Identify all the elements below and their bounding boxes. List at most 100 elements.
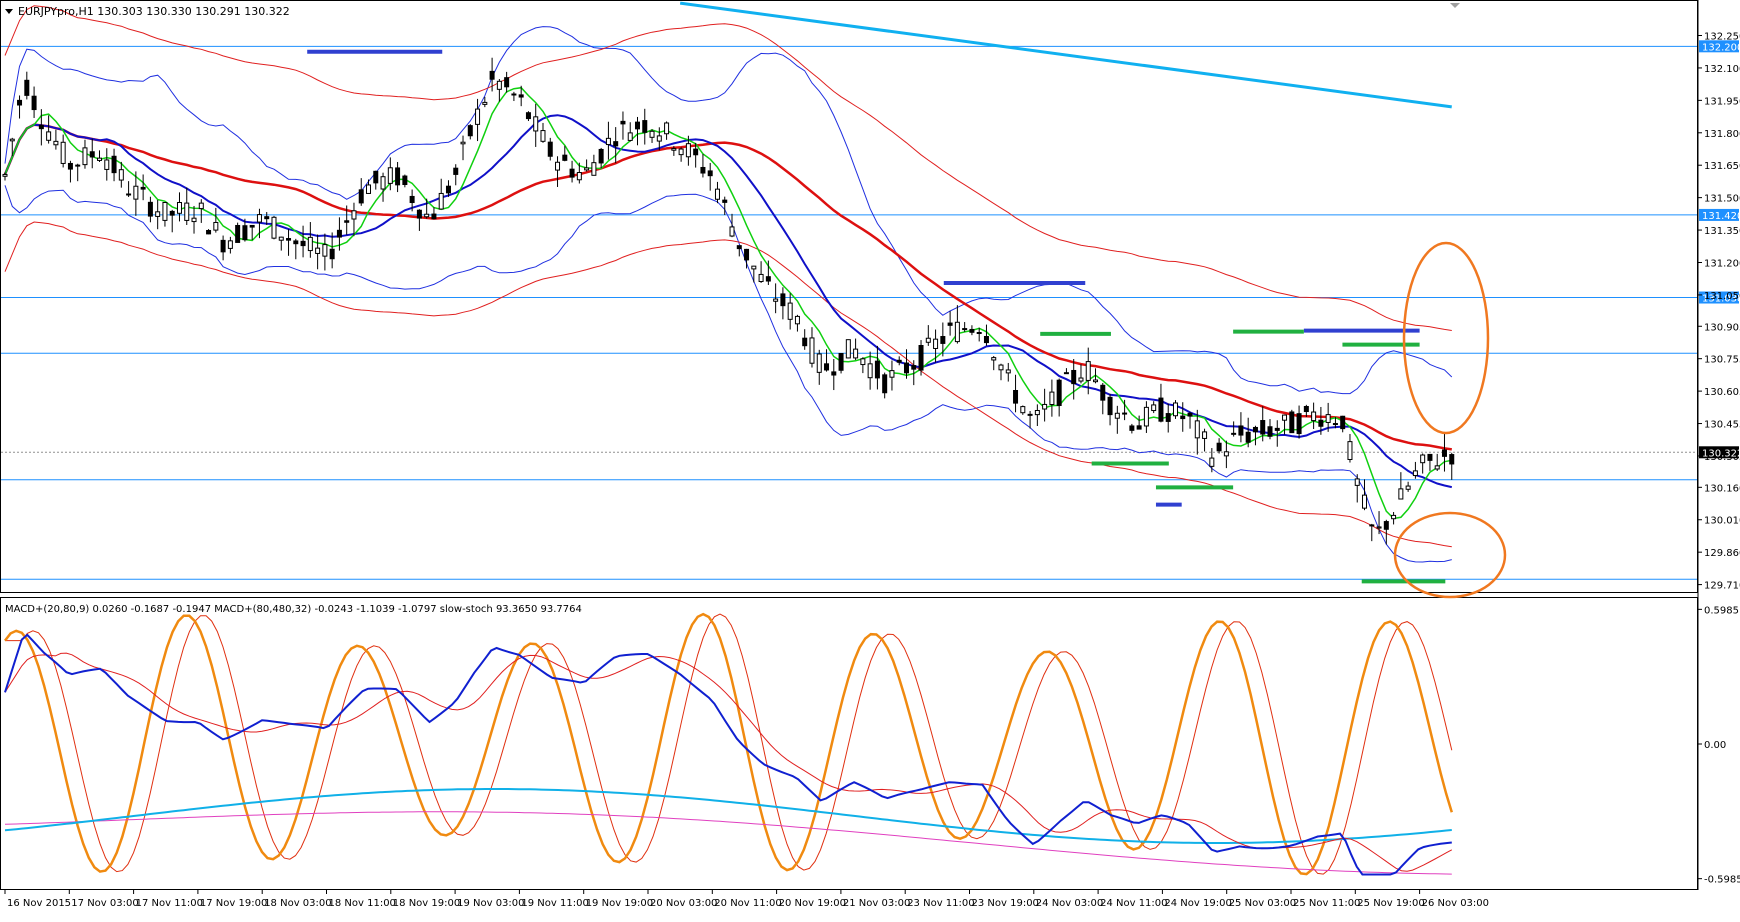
candle-body [555,161,561,171]
candle-body [256,214,262,223]
candle-body [467,125,473,137]
time-tick-label: 21 Nov 03:00 [843,898,910,909]
level-price-tag [1699,40,1739,53]
candle-body [714,188,720,200]
candle-body [1158,397,1164,422]
candle-body [533,116,539,132]
candle-body [1056,379,1062,406]
candle-body [300,240,306,247]
price-tick-label: 130.160 [1704,483,1740,494]
highlight-ellipse-upper [1402,241,1490,435]
candle-body [1114,412,1120,419]
stoch-signal [5,613,1453,875]
shift-marker-icon[interactable] [1450,3,1460,8]
candle-body [46,131,52,141]
candle-body [147,201,153,217]
candle-body [1122,412,1128,415]
time-tick-label: 19 Nov 11:00 [521,898,588,909]
price-tick-label: 132.250 [1704,32,1740,43]
candle-body [293,240,299,245]
candle-body [104,159,110,170]
price-tick-label: 131.350 [1704,226,1740,237]
candle-body [82,147,88,166]
candle-body [1107,396,1113,416]
candle-body [126,193,132,196]
candle-body [1412,470,1418,477]
candle-body [60,141,66,164]
candle-body [1034,409,1040,416]
dropdown-arrow-icon[interactable] [5,9,13,14]
envelope-lower [4,221,1452,548]
candle-body [176,202,182,214]
candle-body [1303,405,1309,413]
candle-body [1376,526,1382,529]
macd-fast-line [4,633,1452,876]
candle-body [1013,389,1019,404]
candle-body [264,216,270,220]
candle-body [460,141,466,145]
candle-body [1383,521,1389,530]
candle-body [1180,415,1186,420]
candle-body [1420,454,1426,464]
candle-body [853,348,859,359]
candle-body [816,353,822,373]
time-tick-label: 24 Nov 11:00 [1100,898,1167,909]
candle-body [1049,391,1055,405]
candle-body [1441,449,1447,457]
candle-body [409,195,415,204]
time-tick-label: 17 Nov 11:00 [136,898,203,909]
candle-body [780,293,786,307]
candle-body [140,186,146,190]
candle-body [933,338,939,349]
candle-body [9,138,15,142]
candle-body [97,157,103,161]
candle-body [983,335,989,344]
candle-body [867,363,873,379]
candle-body [598,148,604,164]
candle-body [249,224,255,228]
candle-body [206,229,212,235]
candle-body [1354,478,1360,486]
candle-body [322,244,328,257]
candle-body [642,120,648,133]
main-panel-border [0,0,1698,593]
candle-body [613,141,619,147]
candle-body [765,276,771,282]
candle-body [991,357,997,361]
candle-body [620,120,626,125]
candle-body [940,336,946,344]
price-tick-label: 130.755 [1704,355,1740,366]
price-tick-label: 129.860 [1704,548,1740,559]
candle-body [736,245,742,250]
candle-body [954,321,960,343]
candle-body [656,135,662,142]
candle-body [286,238,292,241]
candle-body [758,273,764,283]
price-tick-label: 130.605 [1704,387,1740,398]
time-tick-label: 18 Nov 11:00 [329,898,396,909]
candle-body [671,148,677,151]
candle-body [344,220,350,223]
candle-body [169,210,175,216]
candle-body [649,130,655,138]
candle-body [475,108,481,125]
candle-body [1231,432,1237,435]
candle-body [1216,442,1222,452]
macd-slow-line [4,788,1452,844]
candle-body [976,332,982,335]
candle-body [118,169,124,181]
candle-body [998,364,1004,371]
candle-body [198,202,204,210]
candle-body [504,77,510,88]
candle-body [562,154,568,161]
candle-body [191,217,197,223]
candle-body [845,339,851,359]
candle-body [1078,377,1084,382]
candle-body [89,151,95,158]
price-tick-label: 130.010 [1704,516,1740,527]
candle-body [947,322,953,326]
candle-body [307,236,313,252]
candle-body [685,143,691,158]
time-tick-label: 19 Nov 19:00 [586,898,653,909]
